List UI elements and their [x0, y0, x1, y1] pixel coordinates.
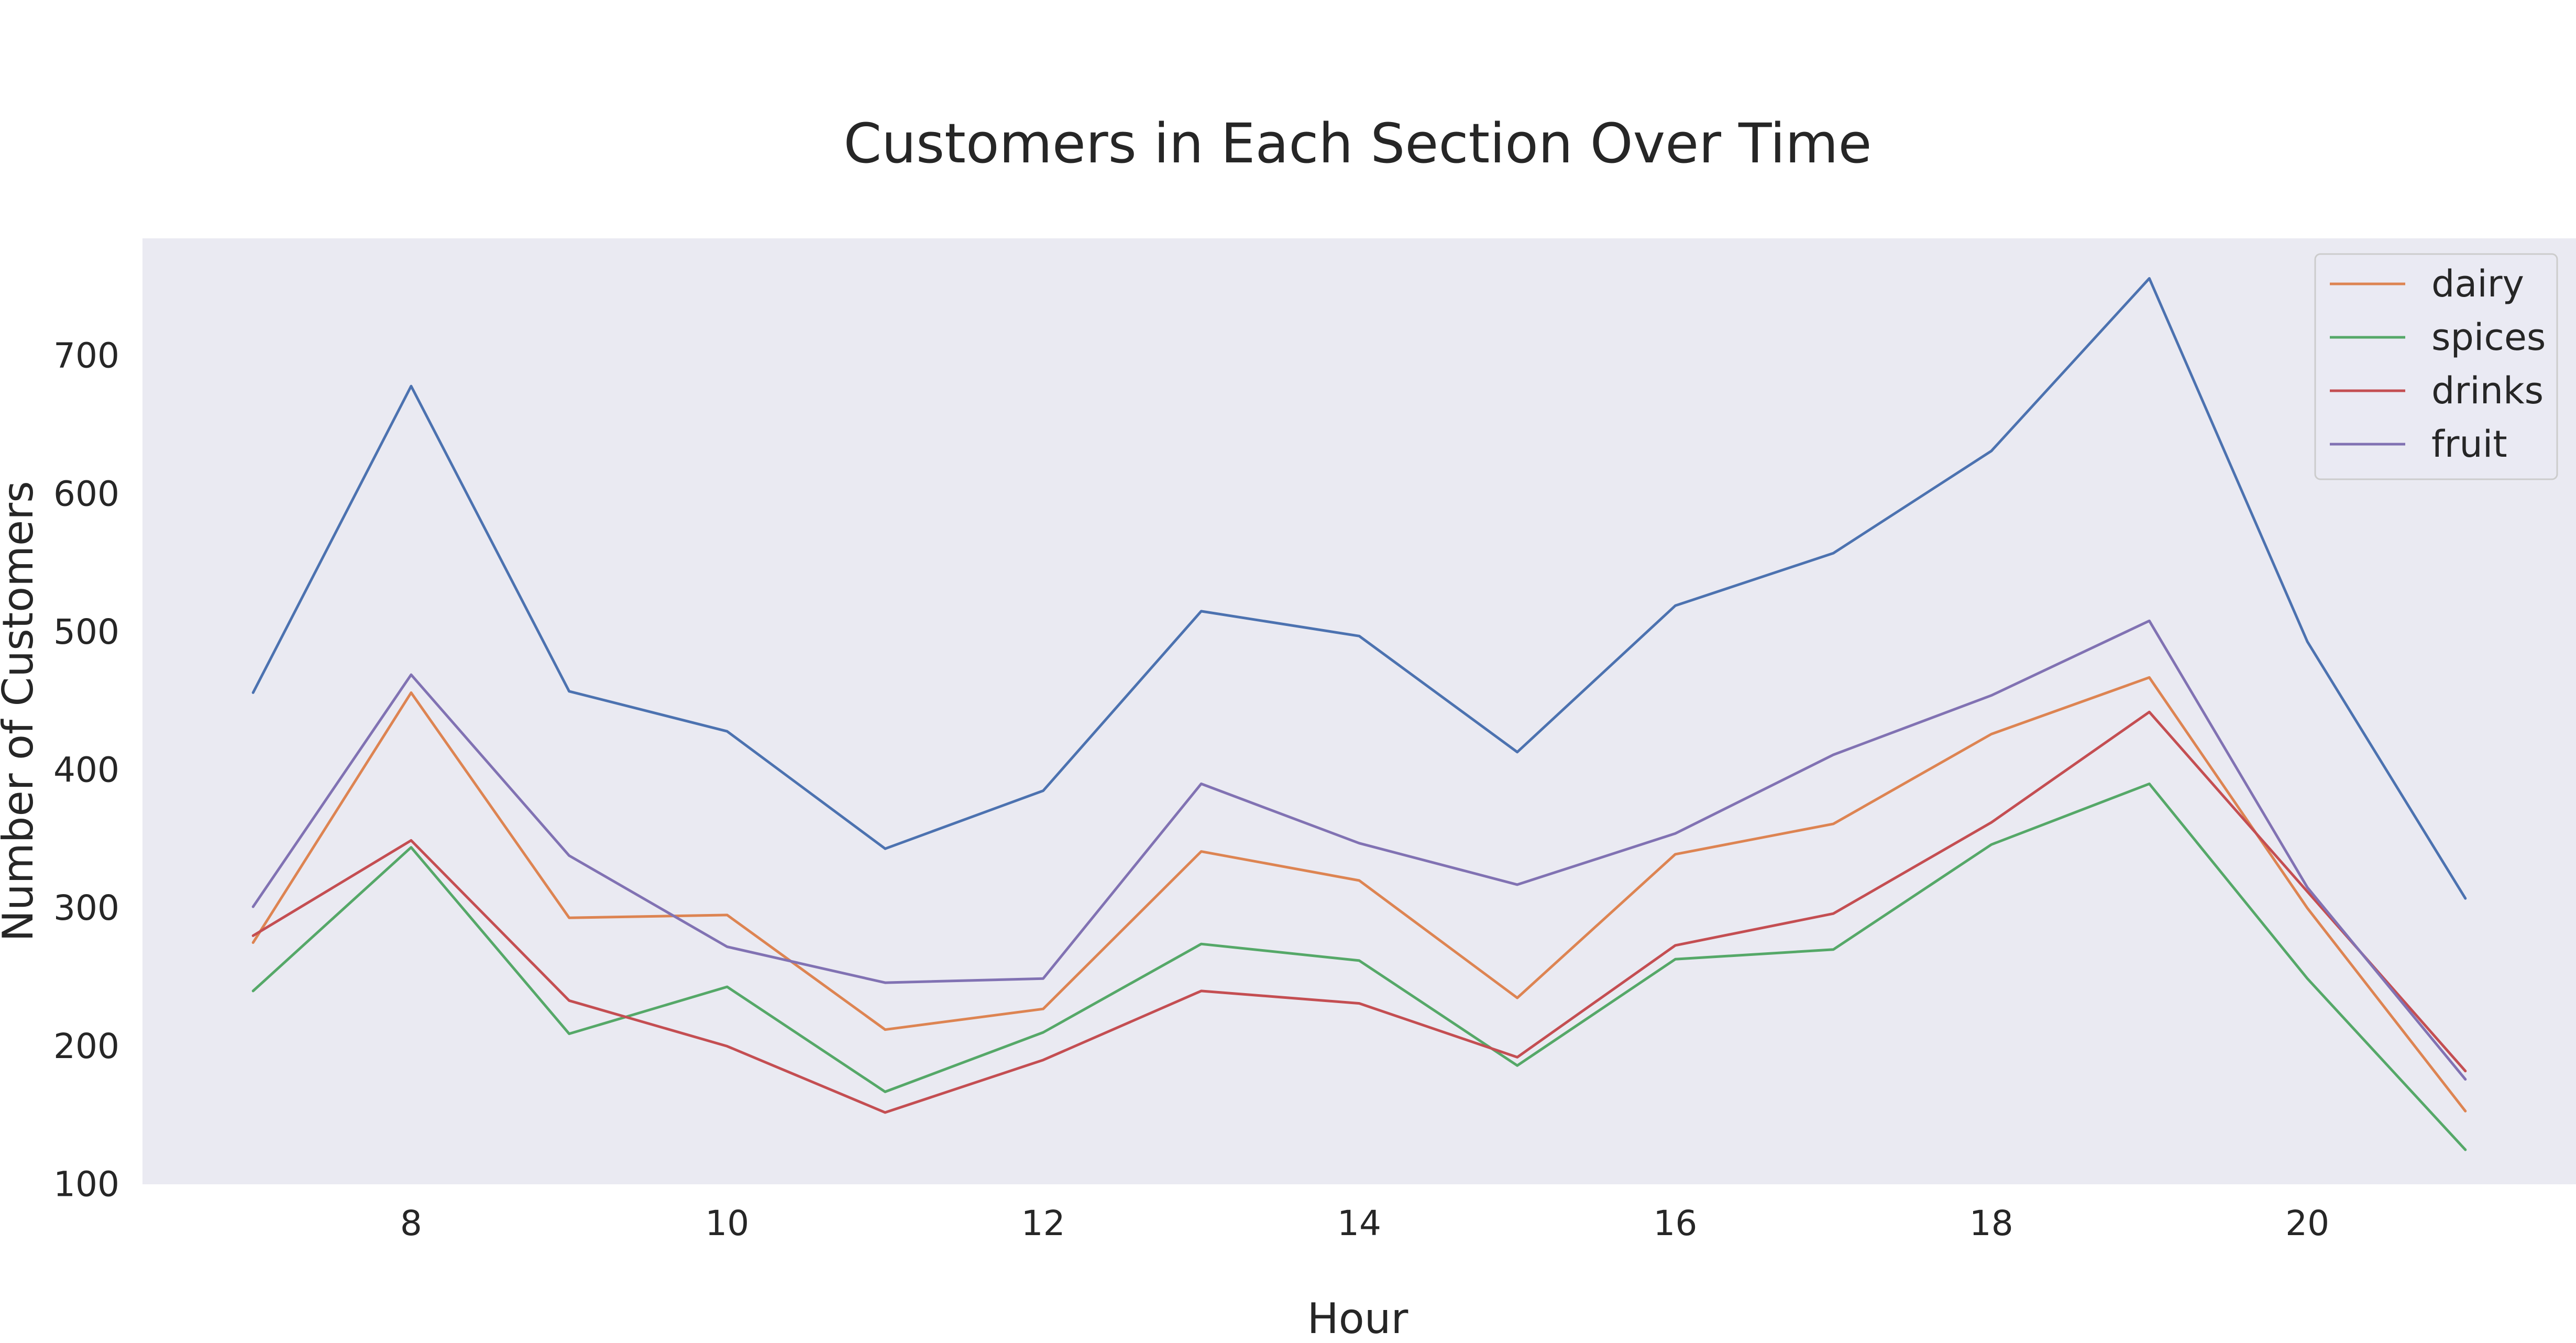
x-tick-label: 16 — [1653, 1203, 1697, 1243]
legend-label-dairy: dairy — [2431, 262, 2524, 305]
y-tick-label: 500 — [53, 612, 119, 652]
y-tick-label: 100 — [53, 1164, 119, 1205]
legend-frame — [2314, 253, 2558, 480]
x-tick-labels: 8 10 12 14 16 18 20 — [400, 1203, 2329, 1243]
x-tick-label: 12 — [1021, 1203, 1065, 1243]
plot-area — [142, 238, 2576, 1184]
y-tick-label: 700 — [53, 336, 119, 376]
series-lines — [251, 277, 2467, 1151]
x-axis-label: Hour — [1307, 1294, 1408, 1343]
x-tick-label: 20 — [2285, 1203, 2329, 1243]
legend-label-spices: spices — [2431, 316, 2546, 359]
series-line-spices — [251, 782, 2467, 1151]
x-tick-label: 14 — [1337, 1203, 1381, 1243]
legend-items: dairy spices drinks fruit — [2330, 262, 2546, 466]
x-tick-label: 8 — [400, 1203, 422, 1243]
y-tick-label: 300 — [53, 888, 119, 928]
y-tick-label: 200 — [53, 1026, 119, 1066]
y-tick-label: 600 — [53, 474, 119, 514]
y-tick-labels: 100 200 300 400 500 600 700 — [53, 336, 119, 1205]
series-line-fruit — [251, 619, 2467, 1081]
series-line-dairy — [251, 676, 2467, 1113]
chart-title: Customers in Each Section Over Time — [843, 112, 1872, 175]
series-line-series-0 — [251, 277, 2467, 900]
x-tick-label: 18 — [1969, 1203, 2013, 1243]
legend: dairy spices drinks fruit — [2314, 253, 2558, 480]
legend-label-drinks: drinks — [2431, 369, 2544, 412]
y-axis-label: Number of Customers — [0, 481, 42, 942]
y-tick-label: 400 — [53, 750, 119, 790]
x-tick-label: 10 — [705, 1203, 749, 1243]
series-line-drinks — [251, 710, 2467, 1114]
legend-label-fruit: fruit — [2431, 423, 2507, 466]
